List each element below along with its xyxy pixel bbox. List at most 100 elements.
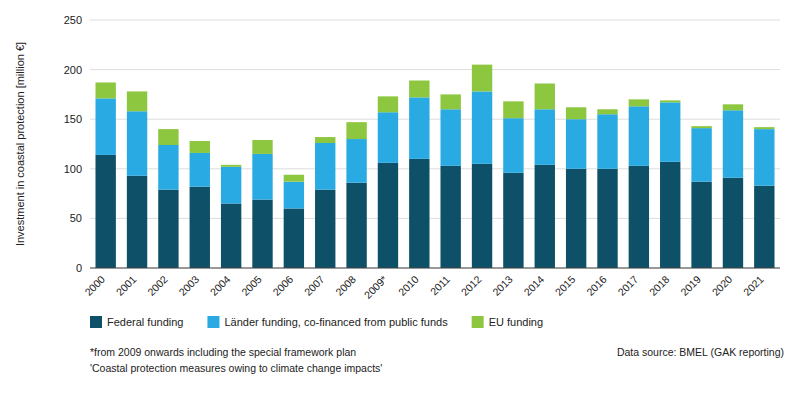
bar	[660, 100, 680, 102]
bar	[754, 186, 774, 268]
bar	[660, 102, 680, 162]
series	[95, 65, 774, 182]
y-tick-label: 200	[64, 64, 82, 76]
bar	[378, 96, 398, 112]
x-tick-label: 2011	[428, 273, 453, 298]
bar	[660, 162, 680, 268]
bar	[566, 107, 586, 119]
bar	[440, 94, 460, 109]
grid-line	[90, 268, 780, 269]
x-tick-label: 2021	[741, 273, 766, 298]
bar	[691, 126, 711, 128]
annotations: *from 2009 onwards including the special…	[90, 346, 784, 374]
bar	[629, 106, 649, 166]
x-tick-label: 2020	[709, 273, 734, 298]
x-tick-label: 2015	[553, 273, 578, 298]
legend-label: Federal funding	[107, 316, 183, 328]
bar	[723, 178, 743, 268]
bar	[346, 122, 366, 139]
bar	[190, 153, 210, 187]
bar	[691, 182, 711, 268]
bar	[346, 183, 366, 268]
x-tick-label: 2001	[113, 273, 138, 298]
bar	[127, 176, 147, 268]
bar	[472, 164, 492, 268]
legend-swatch	[207, 316, 219, 328]
bar	[409, 81, 429, 98]
x-tick-label: 2007	[302, 273, 327, 298]
bar	[597, 114, 617, 169]
bar	[754, 127, 774, 129]
x-tick-label: 2010	[396, 273, 421, 298]
grid-line	[90, 20, 780, 21]
bar	[378, 163, 398, 268]
x-tick-label: 2008	[333, 273, 358, 298]
x-tick-label: 2005	[239, 273, 264, 298]
bar	[503, 101, 523, 118]
legend-label: EU funding	[489, 316, 543, 328]
bar	[284, 208, 304, 268]
bar	[629, 99, 649, 106]
y-tick-label: 100	[64, 163, 82, 175]
x-tick-label: 2013	[490, 273, 515, 298]
bar	[252, 140, 272, 154]
bar	[566, 119, 586, 169]
bar	[315, 137, 335, 143]
bar	[95, 155, 115, 268]
bar	[472, 65, 492, 92]
bar	[723, 104, 743, 110]
chart-container: 0501001502002502000200120022003200420052…	[0, 0, 800, 400]
bar	[190, 187, 210, 268]
bar	[346, 139, 366, 183]
bar	[754, 129, 774, 186]
bar	[221, 204, 241, 268]
legend-swatch	[90, 316, 102, 328]
x-tick-label: 2000	[82, 273, 107, 298]
legend-swatch	[472, 316, 484, 328]
series	[95, 91, 774, 208]
bar	[378, 112, 398, 163]
x-tick-label: 2018	[647, 273, 672, 298]
bar	[597, 109, 617, 114]
bar	[284, 182, 304, 209]
bar	[535, 83, 555, 109]
bar	[158, 190, 178, 268]
bar	[190, 141, 210, 153]
x-axis-line	[90, 268, 780, 269]
bar	[221, 167, 241, 204]
bar	[95, 98, 115, 155]
chart-svg: 0501001502002502000200120022003200420052…	[0, 0, 800, 400]
grid-line	[90, 69, 780, 70]
bar	[252, 154, 272, 200]
bar	[535, 165, 555, 268]
bar	[535, 109, 555, 165]
bar	[723, 110, 743, 177]
footnote: 'Coastal protection measures owing to cl…	[90, 362, 382, 374]
x-tick-label: 2014	[521, 273, 546, 298]
bar	[472, 91, 492, 163]
y-axis-label: Investment in coastal protection [millio…	[14, 42, 26, 246]
footnote: *from 2009 onwards including the special…	[90, 346, 356, 358]
bar	[503, 118, 523, 173]
bar	[95, 82, 115, 98]
bar	[127, 91, 147, 111]
bar	[503, 173, 523, 268]
bar	[315, 190, 335, 268]
bar	[158, 129, 178, 145]
bar	[691, 128, 711, 182]
bar	[440, 109, 460, 166]
y-tick-label: 150	[64, 113, 82, 125]
x-tick-label: 2016	[584, 273, 609, 298]
x-tick-label: 2009*	[361, 273, 389, 301]
grid	[90, 20, 780, 268]
legend: Federal funding Länder funding, co-financ…	[90, 316, 543, 328]
legend-label: Länder funding, co-financed from public …	[224, 316, 448, 328]
x-tick-label: 2012	[458, 273, 483, 298]
bar	[629, 166, 649, 268]
bar	[597, 169, 617, 268]
bar	[566, 169, 586, 268]
bar	[221, 165, 241, 167]
bar	[409, 159, 429, 268]
bars	[95, 65, 774, 268]
x-tick-label: 2003	[176, 273, 201, 298]
